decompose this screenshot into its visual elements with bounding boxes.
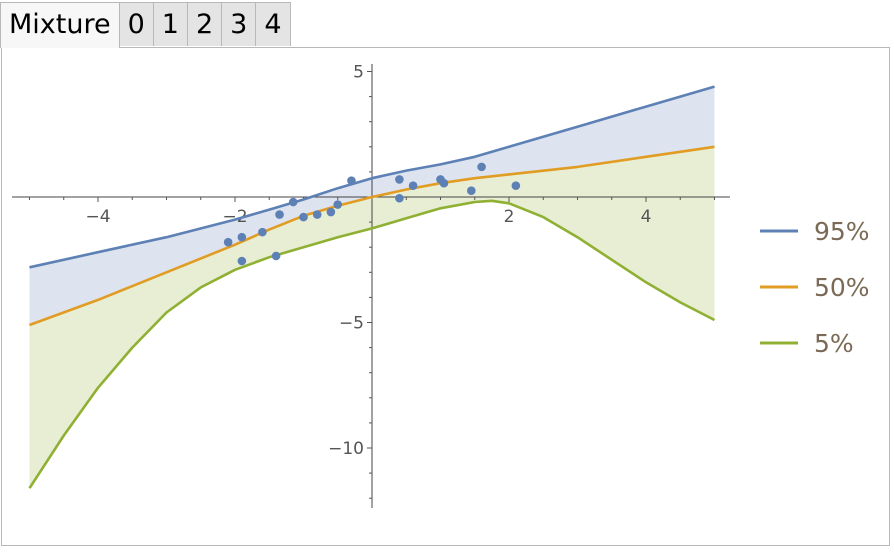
- data-point: [333, 200, 343, 209]
- data-point: [395, 175, 404, 184]
- data-point: [258, 227, 267, 237]
- data-point: [408, 181, 418, 191]
- data-point: [467, 186, 476, 196]
- data-point: [312, 210, 322, 219]
- tab-0[interactable]: 0: [118, 2, 154, 46]
- series-line-5pct: [28, 199, 716, 489]
- y-tick-label: −5: [339, 314, 364, 334]
- legend-label: 50%: [814, 273, 870, 302]
- data-point: [237, 256, 247, 266]
- y-tick-label: 5: [353, 63, 364, 83]
- data-point: [347, 176, 356, 185]
- data-point: [511, 181, 521, 191]
- tab-3[interactable]: 3: [221, 2, 257, 46]
- data-point: [223, 237, 233, 247]
- tab-bar: Mixture 0 1 2 3 4: [0, 2, 291, 48]
- data-point: [288, 197, 298, 207]
- x-tick-label: 4: [641, 207, 652, 227]
- data-point: [326, 207, 336, 217]
- data-point: [439, 178, 449, 188]
- tab-4[interactable]: 4: [255, 2, 291, 46]
- x-tick-label: −4: [85, 207, 110, 227]
- tab-1[interactable]: 1: [152, 2, 188, 46]
- chart-panel: [1, 47, 890, 546]
- data-point: [275, 210, 284, 219]
- data-point: [477, 162, 486, 172]
- series-line-95pct: [29, 85, 715, 269]
- data-point: [299, 212, 308, 222]
- data-point: [271, 251, 281, 261]
- tab-mixture[interactable]: Mixture: [0, 2, 120, 48]
- data-point: [237, 232, 247, 242]
- legend-label: 5%: [814, 329, 854, 358]
- band-fill-95-50: [29, 86, 715, 325]
- legend-label: 95%: [814, 217, 870, 246]
- series-line-50pct: [29, 145, 715, 327]
- data-point: [395, 193, 404, 203]
- x-tick-label: 2: [504, 207, 515, 227]
- y-tick-label: −10: [328, 439, 364, 459]
